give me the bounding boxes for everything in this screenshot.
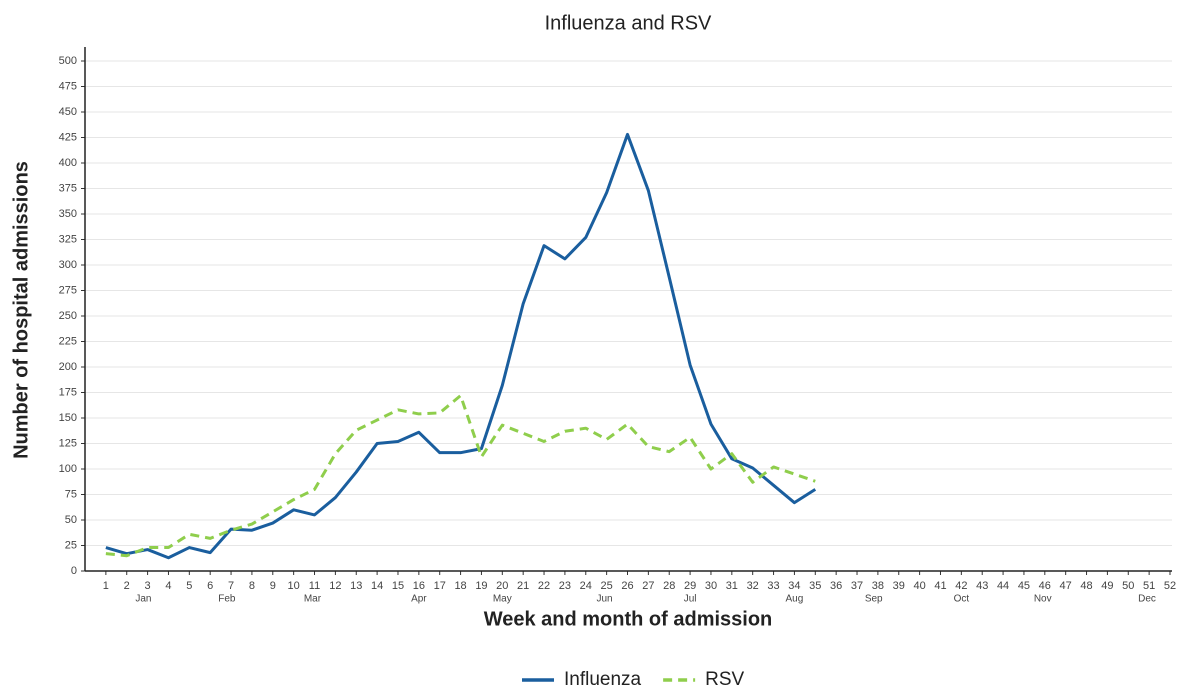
x-tick-label: 49 <box>1101 580 1113 592</box>
x-tick-label: 27 <box>642 580 654 592</box>
month-label: Aug <box>786 594 804 605</box>
x-tick-label: 33 <box>767 580 779 592</box>
x-tick-label: 4 <box>165 580 171 592</box>
month-label: Oct <box>954 594 970 605</box>
month-label: Jan <box>135 594 151 605</box>
y-tick-label: 400 <box>59 157 77 169</box>
y-tick-label: 325 <box>59 233 77 245</box>
x-axis-label: Week and month of admission <box>484 608 773 630</box>
series-line <box>105 394 816 558</box>
y-tick-label: 375 <box>59 182 77 194</box>
x-tick-label: 7 <box>228 580 234 592</box>
x-tick-label: 43 <box>976 580 988 592</box>
y-tick-label: 500 <box>59 55 77 67</box>
y-axis-label: Number of hospital admissions <box>10 161 32 459</box>
x-tick-label: 11 <box>309 580 320 592</box>
x-tick-label: 20 <box>496 580 508 592</box>
x-tick-label: 30 <box>705 580 717 592</box>
month-label: May <box>493 594 512 605</box>
y-tick-label: 200 <box>59 361 77 373</box>
month-label: Feb <box>218 594 236 605</box>
month-label: Apr <box>411 594 427 605</box>
x-tick-label: 21 <box>517 580 529 592</box>
x-tick-label: 51 <box>1143 580 1155 592</box>
y-tick-label: 300 <box>59 259 77 271</box>
y-tick-label: 100 <box>59 463 77 475</box>
y-tick-label: 0 <box>71 565 77 577</box>
chart-title: Influenza and RSV <box>545 12 712 34</box>
x-tick-label: 48 <box>1080 580 1092 592</box>
x-tick-label: 29 <box>684 580 696 592</box>
x-tick-label: 25 <box>601 580 613 592</box>
x-tick-label: 42 <box>955 580 967 592</box>
x-tick-label: 5 <box>186 580 192 592</box>
x-tick-label: 46 <box>1039 580 1051 592</box>
month-label: Mar <box>304 594 322 605</box>
x-tick-label: 41 <box>934 580 946 592</box>
x-tick-label: 32 <box>747 580 759 592</box>
x-tick-label: 15 <box>392 580 404 592</box>
x-tick-label: 1 <box>103 580 109 592</box>
x-tick-label: 10 <box>288 580 300 592</box>
series-line <box>105 132 817 560</box>
x-tick-label: 24 <box>580 580 592 592</box>
y-tick-label: 50 <box>65 514 77 526</box>
y-tick-label: 425 <box>59 131 77 143</box>
x-tick-label: 16 <box>413 580 425 592</box>
x-tick-label: 23 <box>559 580 571 592</box>
month-label: Sep <box>865 594 883 605</box>
x-tick-label: 52 <box>1164 580 1176 592</box>
x-tick-label: 39 <box>893 580 905 592</box>
x-tick-label: 50 <box>1122 580 1134 592</box>
y-tick-label: 350 <box>59 208 77 220</box>
y-tick-label: 175 <box>59 386 77 398</box>
x-tick-label: 26 <box>621 580 633 592</box>
y-tick-label: 475 <box>59 80 77 92</box>
y-tick-label: 75 <box>65 488 77 500</box>
x-tick-label: 40 <box>913 580 925 592</box>
y-tick-label: 125 <box>59 437 77 449</box>
y-tick-label: 25 <box>65 539 77 551</box>
x-tick-label: 45 <box>1018 580 1030 592</box>
x-tick-label: 35 <box>809 580 821 592</box>
legend-label: Influenza <box>564 669 642 689</box>
month-label: Nov <box>1034 594 1052 605</box>
x-tick-label: 14 <box>371 580 383 592</box>
y-tick-label: 275 <box>59 284 77 296</box>
x-tick-label: 34 <box>788 580 800 592</box>
y-tick-label: 250 <box>59 310 77 322</box>
x-tick-label: 17 <box>434 580 446 592</box>
legend-label: RSV <box>705 669 744 689</box>
y-tick-label: 150 <box>59 412 77 424</box>
x-tick-label: 22 <box>538 580 550 592</box>
x-tick-label: 18 <box>454 580 466 592</box>
x-tick-label: 9 <box>270 580 276 592</box>
x-tick-label: 36 <box>830 580 842 592</box>
x-tick-label: 2 <box>124 580 130 592</box>
month-label: Jul <box>684 594 697 605</box>
x-tick-label: 13 <box>350 580 362 592</box>
x-tick-label: 38 <box>872 580 884 592</box>
x-tick-label: 31 <box>726 580 738 592</box>
x-tick-label: 28 <box>663 580 675 592</box>
x-tick-label: 6 <box>207 580 213 592</box>
x-tick-label: 47 <box>1060 580 1072 592</box>
x-tick-label: 3 <box>145 580 151 592</box>
month-label: Jun <box>596 594 612 605</box>
month-label: Dec <box>1138 594 1156 605</box>
x-tick-label: 12 <box>329 580 341 592</box>
x-tick-label: 19 <box>475 580 487 592</box>
x-tick-label: 8 <box>249 580 255 592</box>
x-tick-label: 37 <box>851 580 863 592</box>
x-tick-label: 44 <box>997 580 1009 592</box>
y-tick-label: 450 <box>59 106 77 118</box>
y-tick-label: 225 <box>59 335 77 347</box>
